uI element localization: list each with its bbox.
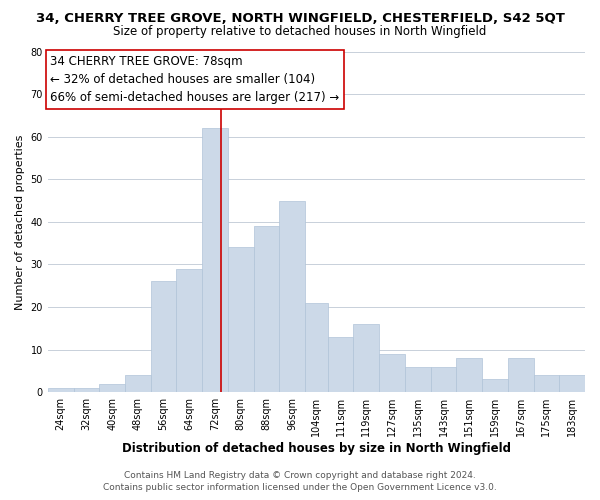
- Bar: [379, 354, 405, 392]
- Bar: [508, 358, 533, 392]
- Bar: [353, 324, 379, 392]
- Y-axis label: Number of detached properties: Number of detached properties: [15, 134, 25, 310]
- Text: 34 CHERRY TREE GROVE: 78sqm
← 32% of detached houses are smaller (104)
66% of se: 34 CHERRY TREE GROVE: 78sqm ← 32% of det…: [50, 55, 340, 104]
- Bar: [559, 375, 585, 392]
- Bar: [48, 388, 74, 392]
- Bar: [405, 366, 431, 392]
- Bar: [533, 375, 559, 392]
- Bar: [431, 366, 457, 392]
- Bar: [74, 388, 99, 392]
- Bar: [305, 303, 328, 392]
- Bar: [328, 337, 353, 392]
- Text: Contains HM Land Registry data © Crown copyright and database right 2024.
Contai: Contains HM Land Registry data © Crown c…: [103, 471, 497, 492]
- Bar: [254, 226, 280, 392]
- Bar: [280, 200, 305, 392]
- Bar: [202, 128, 228, 392]
- X-axis label: Distribution of detached houses by size in North Wingfield: Distribution of detached houses by size …: [122, 442, 511, 455]
- Text: Size of property relative to detached houses in North Wingfield: Size of property relative to detached ho…: [113, 25, 487, 38]
- Bar: [125, 375, 151, 392]
- Text: 34, CHERRY TREE GROVE, NORTH WINGFIELD, CHESTERFIELD, S42 5QT: 34, CHERRY TREE GROVE, NORTH WINGFIELD, …: [35, 12, 565, 26]
- Bar: [151, 282, 176, 392]
- Bar: [228, 248, 254, 392]
- Bar: [457, 358, 482, 392]
- Bar: [99, 384, 125, 392]
- Bar: [482, 380, 508, 392]
- Bar: [176, 268, 202, 392]
